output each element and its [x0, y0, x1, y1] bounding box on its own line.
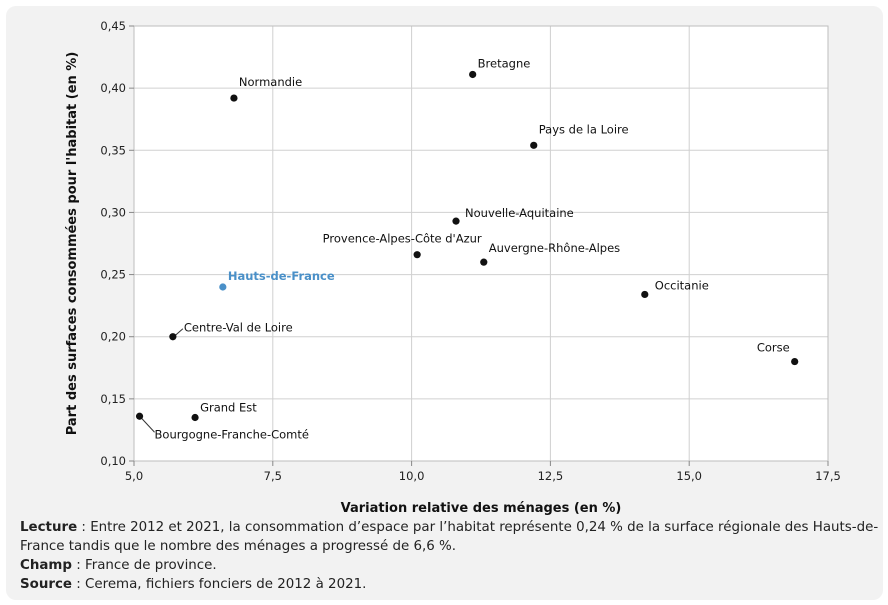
- leader-line: [141, 417, 155, 433]
- y-axis-title: Part des surfaces consommées pour l'habi…: [65, 52, 80, 436]
- point-2: [530, 141, 538, 149]
- lecture-text: : Entre 2012 et 2021, la consommation d’…: [20, 520, 879, 554]
- point-7: [641, 290, 649, 299]
- x-tick-label: 12,5: [538, 469, 564, 483]
- source-label: Source: [20, 577, 72, 592]
- point-label-10: Grand Est: [200, 401, 257, 415]
- data-points: Normandie Bretagne Pays de la Loire Nouvell…: [135, 56, 799, 441]
- plot-background: [134, 26, 828, 461]
- point-label-1: Bretagne: [478, 56, 531, 70]
- leader-line: [174, 328, 184, 337]
- x-tick-label: 7,5: [264, 469, 282, 483]
- lecture-label: Lecture: [20, 520, 78, 535]
- y-tick-label: 0,15: [100, 392, 126, 406]
- point-11: [135, 412, 144, 420]
- y-tick-label: 0,40: [100, 81, 126, 95]
- point-label-6: Hauts-de-France: [228, 269, 335, 283]
- point-5: [480, 258, 488, 266]
- point-label-4: Provence-Alpes-Côte d'Azur: [323, 232, 482, 246]
- point-3: [452, 217, 460, 225]
- point-label-8: Centre-Val de Loire: [184, 321, 293, 335]
- x-tick-label: 5,0: [125, 469, 143, 483]
- leader-lines: [141, 328, 184, 433]
- y-tick-label: 0,45: [100, 19, 126, 33]
- champ-note: Champ : France de province.: [20, 556, 880, 575]
- point-label-0: Normandie: [239, 75, 302, 89]
- source-text: : Cerema, fichiers fonciers de 2012 à 20…: [72, 577, 367, 592]
- point-8: [169, 333, 177, 341]
- point-label-9: Corse: [757, 341, 790, 355]
- point-6: [219, 283, 227, 291]
- point-1: [469, 70, 477, 79]
- y-tick-label: 0,10: [100, 454, 126, 468]
- x-axis: 5,0 7,5 10,0 12,5 15,0 17,5: [125, 461, 841, 483]
- point-label-5: Auvergne-Rhône-Alpes: [489, 241, 620, 255]
- plot-area: [133, 25, 829, 462]
- y-axis: 0,10 0,15 0,20 0,25 0,30 0,35 0,40 0,45: [100, 19, 134, 468]
- scatter-chart: 5,0 7,5 10,0 12,5 15,0 17,5 0,100,150,200,250…: [65, 19, 841, 516]
- point-9: [791, 357, 799, 366]
- x-tick-label: 15,0: [676, 469, 702, 483]
- champ-label: Champ: [20, 558, 72, 573]
- lecture-note: Lecture : Entre 2012 et 2021, la consomm…: [20, 518, 880, 556]
- chart-notes: Lecture : Entre 2012 et 2021, la consomm…: [20, 518, 880, 594]
- point-label-7: Occitanie: [655, 278, 709, 292]
- point-0: [230, 94, 238, 102]
- y-tick-label: 0,25: [100, 268, 126, 282]
- point-label-3: Nouvelle-Aquitaine: [465, 206, 574, 220]
- y-tick-label: 0,30: [100, 205, 126, 219]
- y-tick-label: 0,35: [100, 143, 126, 157]
- point-10: [191, 413, 199, 422]
- point-label-2: Pays de la Loire: [539, 122, 629, 136]
- source-note: Source : Cerema, fichiers fonciers de 20…: [20, 575, 880, 594]
- point-label-11: Bourgogne-Franche-Comté: [155, 427, 309, 441]
- x-tick-label: 10,0: [399, 469, 425, 483]
- y-tick-label: 0,20: [100, 330, 126, 344]
- champ-text: : France de province.: [71, 558, 217, 573]
- x-axis-title: Variation relative des ménages (en %): [341, 501, 622, 516]
- x-tick-label: 17,5: [815, 469, 841, 483]
- point-4: [413, 251, 421, 259]
